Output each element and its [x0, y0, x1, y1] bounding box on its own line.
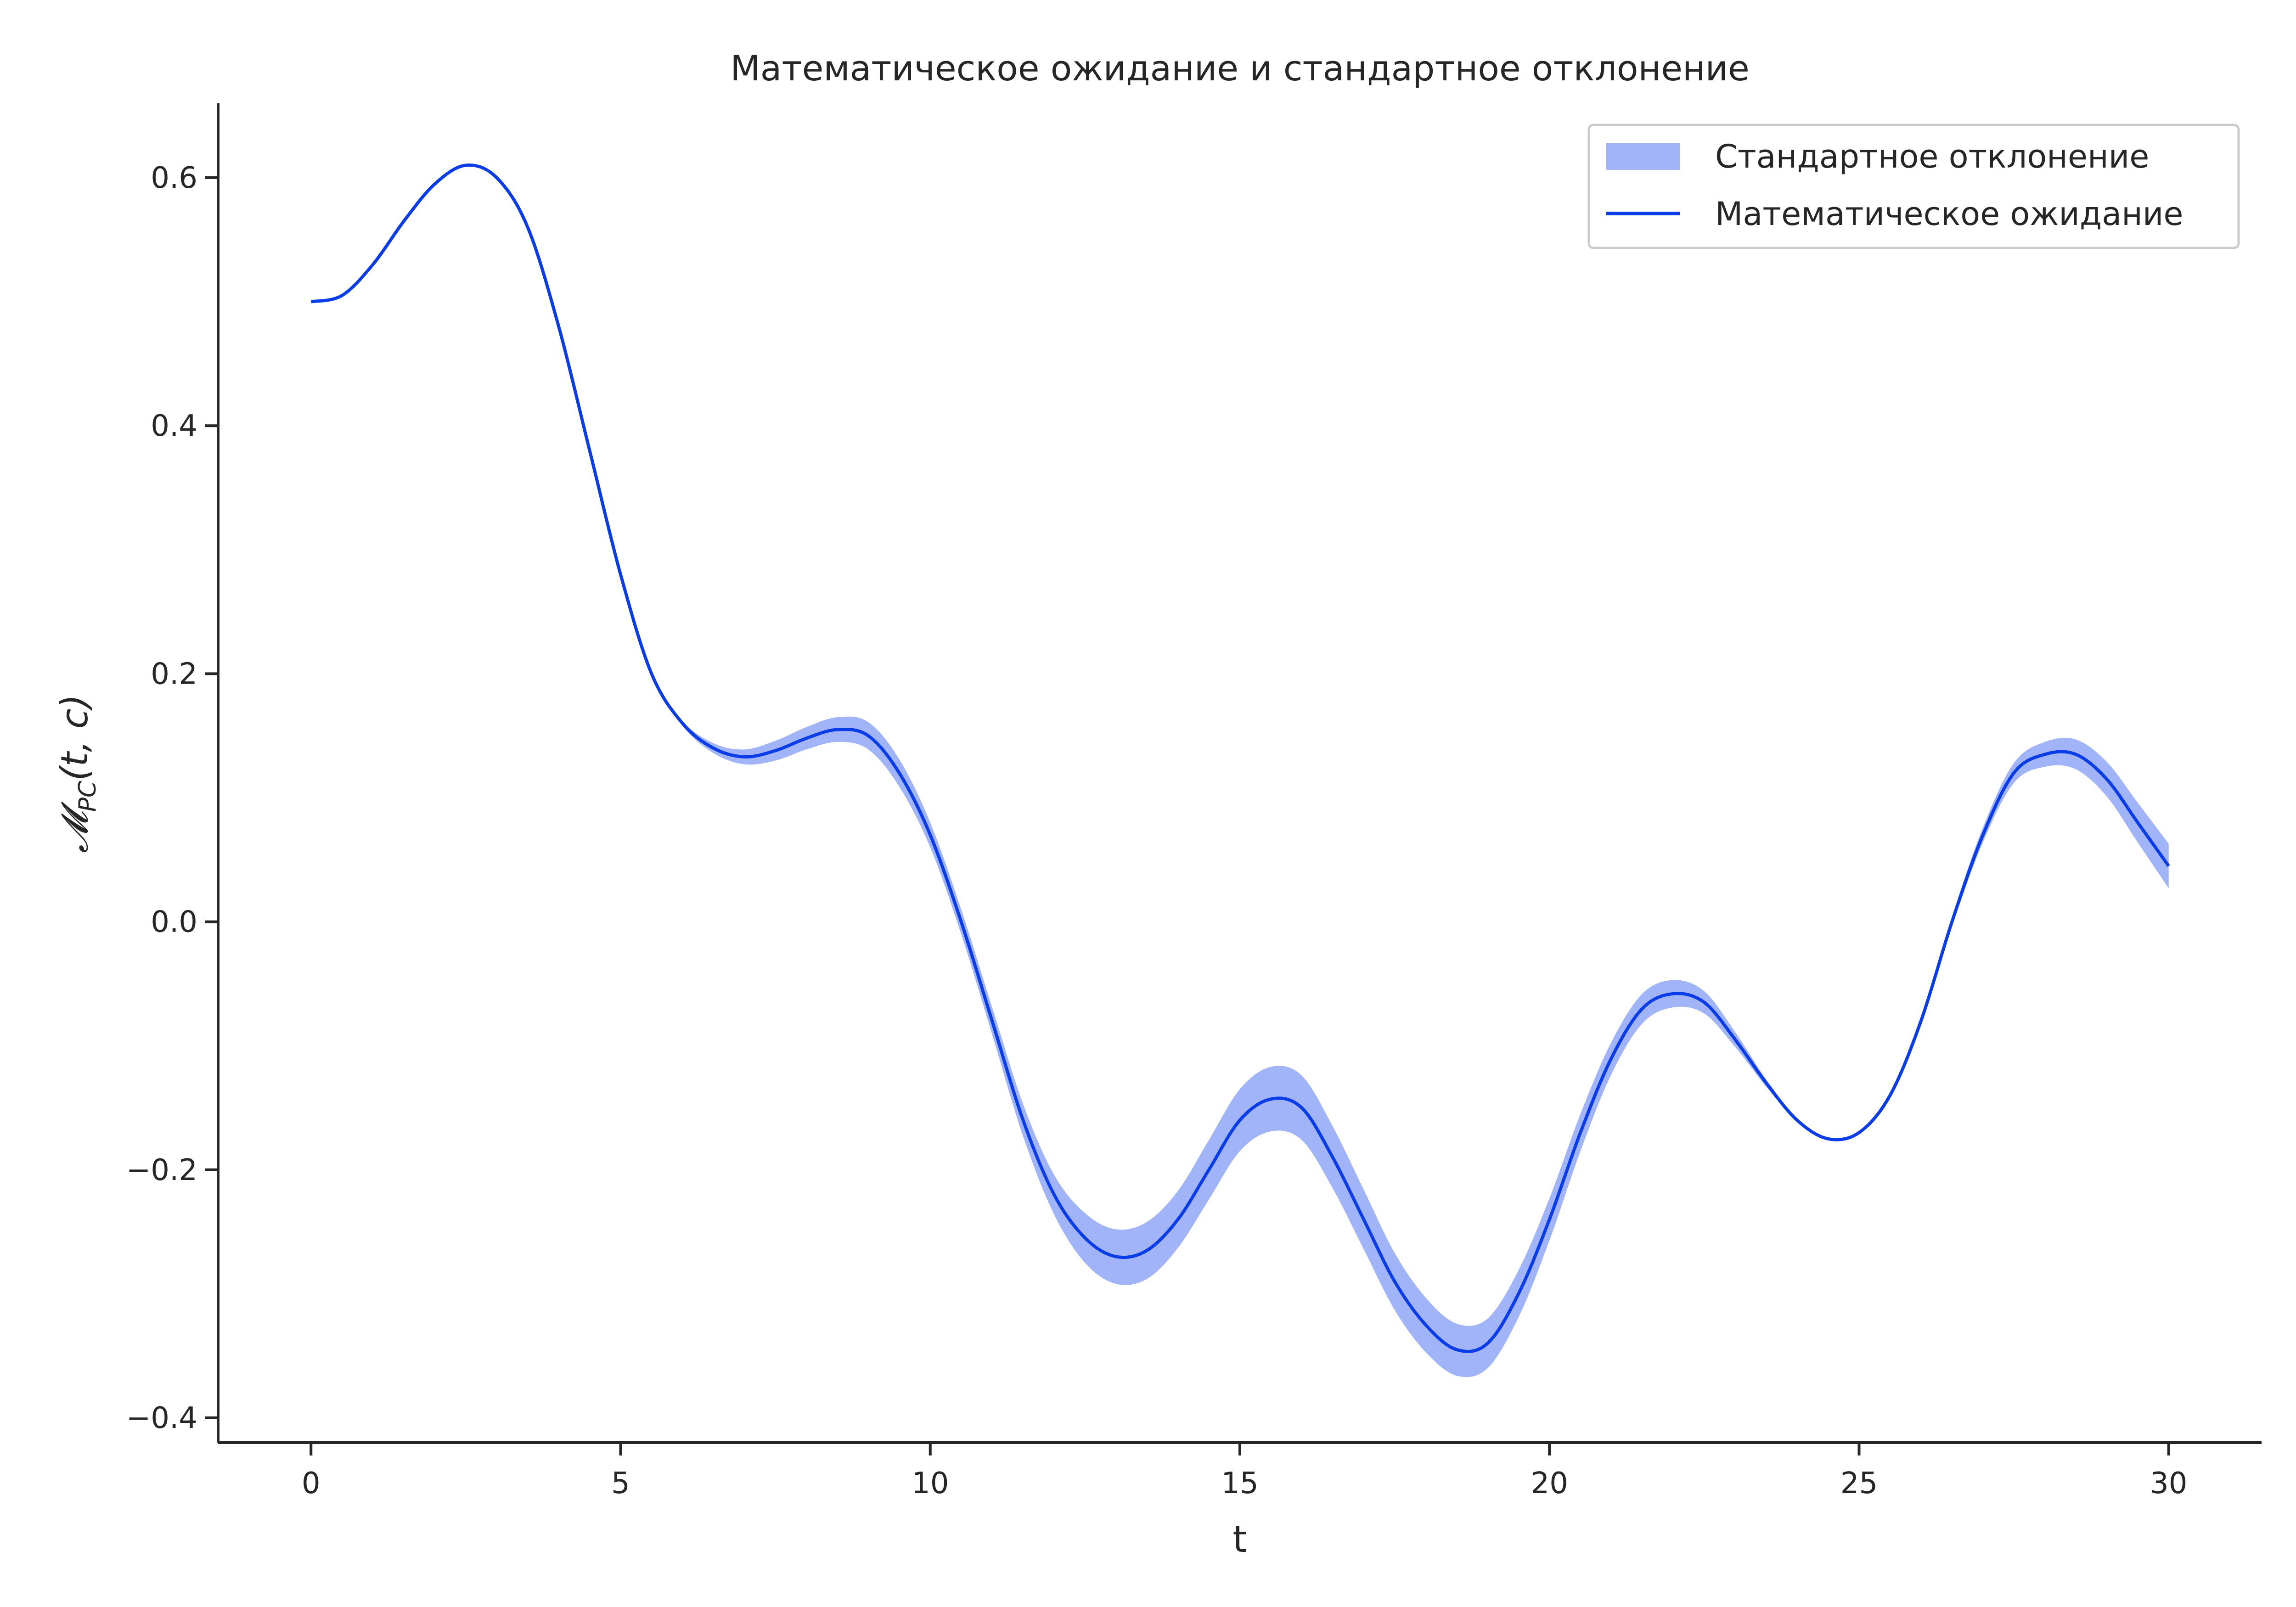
y-tick-label: −0.2 [126, 1153, 197, 1187]
legend-box [1587, 124, 2240, 249]
x-tick-label: 0 [302, 1467, 321, 1500]
y-tick-label: 0.0 [151, 905, 197, 939]
x-tick-label: 20 [1531, 1467, 1568, 1500]
y-tick-label: −0.4 [126, 1401, 197, 1435]
x-tick-label: 30 [2150, 1467, 2187, 1500]
y-tick-label: 0.2 [151, 657, 197, 691]
axes-spines [217, 103, 2262, 1444]
legend: Стандартное отклонение Математическое ож… [1587, 124, 2240, 249]
std-band [311, 165, 2169, 1377]
y-axis-label-rest: (t, c) [53, 694, 96, 781]
legend-band-swatch [1606, 143, 1680, 170]
x-tick-label: 25 [1840, 1467, 1878, 1500]
mean-line [310, 163, 2170, 1353]
y-axis-label: 𝓜PC(t, c) [53, 694, 101, 853]
y-axis-label-sub: PC [74, 781, 101, 812]
std-band-layer [311, 165, 2169, 1377]
y-tick-label: 0.6 [151, 161, 197, 195]
x-tick-label: 10 [912, 1467, 949, 1500]
chart-title: Математическое ожидание и стандартное от… [730, 48, 1750, 89]
y-ticks: −0.4 −0.2 0.0 0.2 0.4 0.6 [126, 161, 218, 1435]
x-axis-label: t [1232, 1518, 1247, 1561]
x-ticks: 0 5 10 15 20 25 30 [302, 1443, 2187, 1500]
legend-band-label: Стандартное отклонение [1715, 138, 2149, 175]
x-tick-label: 5 [611, 1467, 630, 1500]
mean-line-layer [310, 163, 2170, 1353]
x-tick-label: 15 [1221, 1467, 1258, 1500]
legend-line-label: Математическое ожидание [1715, 195, 2183, 233]
y-tick-label: 0.4 [151, 409, 197, 443]
